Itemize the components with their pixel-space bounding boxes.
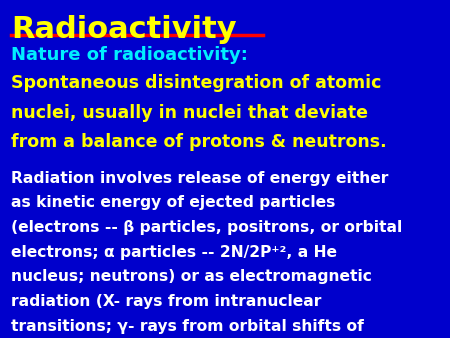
Text: nucleus; neutrons) or as electromagnetic: nucleus; neutrons) or as electromagnetic (11, 269, 372, 284)
Text: transitions; γ- rays from orbital shifts of: transitions; γ- rays from orbital shifts… (11, 319, 364, 334)
Text: (electrons -- β particles, positrons, or orbital: (electrons -- β particles, positrons, or… (11, 220, 402, 235)
Text: from a balance of protons & neutrons.: from a balance of protons & neutrons. (11, 133, 387, 151)
Text: as kinetic energy of ejected particles: as kinetic energy of ejected particles (11, 195, 336, 210)
Text: nuclei, usually in nuclei that deviate: nuclei, usually in nuclei that deviate (11, 104, 368, 122)
Text: Radioactivity: Radioactivity (11, 15, 237, 44)
Text: electrons; α particles -- 2N/2P⁺², a He: electrons; α particles -- 2N/2P⁺², a He (11, 245, 337, 260)
Text: Nature of radioactivity:: Nature of radioactivity: (11, 46, 248, 64)
Text: radiation (X- rays from intranuclear: radiation (X- rays from intranuclear (11, 294, 322, 309)
Text: Radiation involves release of energy either: Radiation involves release of energy eit… (11, 171, 389, 186)
Text: Spontaneous disintegration of atomic: Spontaneous disintegration of atomic (11, 74, 382, 92)
